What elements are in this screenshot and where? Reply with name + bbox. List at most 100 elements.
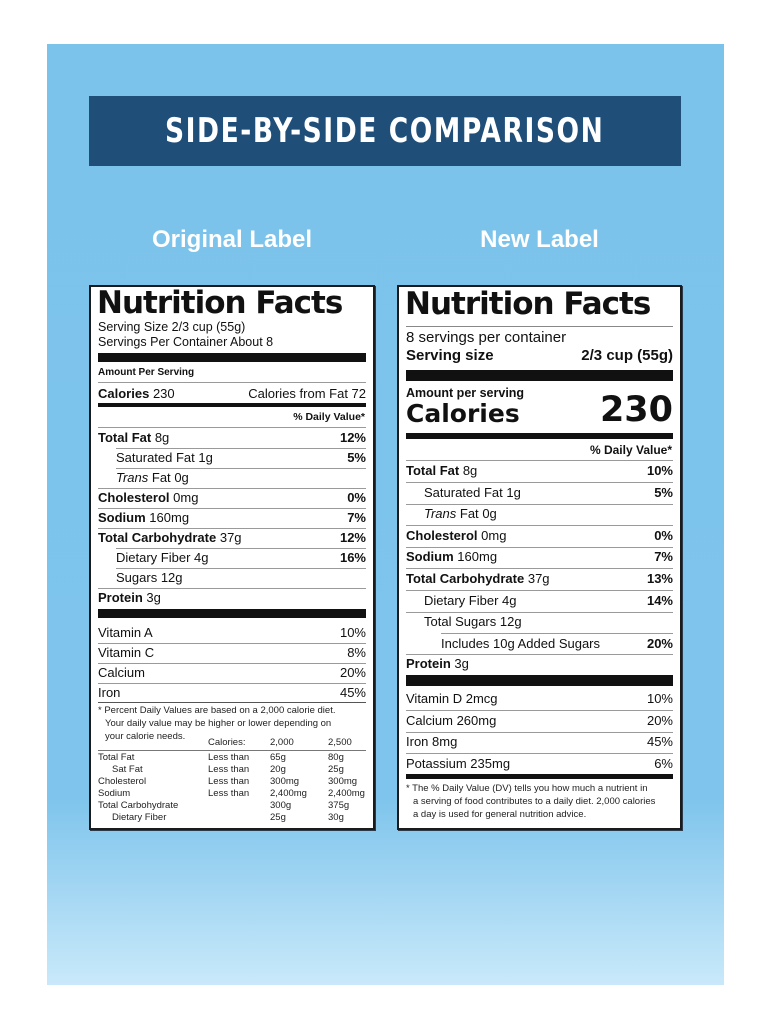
original-label-heading: Original Label — [151, 226, 313, 253]
nutrition-facts-title: Nutrition Facts — [405, 286, 651, 322]
nutrient-row-total-carbohydrate: Total Carbohydrate 37g 13% — [406, 571, 673, 586]
nutrient-row-total-fat: Total Fat 8g 10% — [406, 463, 673, 478]
new-label-heading: New Label — [480, 226, 599, 253]
dv-table-row: Total Carbohydrate 300g 375g — [98, 800, 350, 811]
amount-per-serving: Amount Per Serving — [98, 367, 195, 378]
calories-value: 230 — [599, 390, 673, 430]
divider — [406, 710, 673, 711]
nutrient-row-protein: Protein 3g — [98, 590, 161, 605]
divider — [406, 590, 673, 591]
vitamin-row: Vitamin D 2mcg 10% — [406, 691, 673, 706]
nutrient-row-saturated-fat: Saturated Fat 1g 5% — [116, 450, 366, 465]
divider — [406, 547, 673, 548]
nutrient-row-total-sugars: Total Sugars 12g — [424, 614, 522, 629]
divider — [98, 702, 366, 703]
divider — [116, 448, 366, 449]
medium-divider — [98, 403, 366, 407]
divider — [441, 633, 673, 634]
medium-divider — [406, 774, 673, 779]
thick-divider — [98, 353, 366, 362]
vitamin-row: Potassium 235mg 6% — [406, 756, 673, 771]
original-nutrition-label: Nutrition Facts Serving Size 2/3 cup (55… — [89, 285, 375, 830]
nutrient-row-protein: Protein 3g — [406, 656, 469, 671]
vitamin-row: Iron 8mg 45% — [406, 734, 673, 749]
vitamin-row: Vitamin A 10% — [98, 625, 366, 640]
vitamin-row: Vitamin C 8% — [98, 645, 366, 660]
divider — [406, 753, 673, 754]
nutrient-row-sugars: Sugars 12g — [116, 570, 183, 585]
calories-label: Calories — [98, 386, 150, 401]
dv-table-header: Calories: 2,000 2,500 — [208, 737, 352, 748]
thick-divider — [406, 370, 673, 381]
footnote-line-2: Your daily value may be higher or lower … — [105, 718, 332, 729]
nutrient-row-dietary-fiber: Dietary Fiber 4g 14% — [424, 593, 673, 608]
dv-table-row: Sodium Less than 2,400mg 2,400mg — [98, 788, 365, 799]
divider — [406, 612, 673, 613]
nutrient-row-added-sugars: Includes 10g Added Sugars 20% — [441, 636, 673, 651]
amount-per-serving: Amount per serving — [406, 386, 525, 400]
divider — [98, 683, 366, 684]
nutrient-row-sodium: Sodium 160mg 7% — [406, 549, 673, 564]
daily-value-header: % Daily Value* — [293, 411, 365, 423]
divider — [406, 504, 673, 505]
daily-value-reference-rows: Total Fat Less than 65g 80g Sat Fat Less… — [98, 752, 378, 824]
divider — [116, 568, 366, 569]
title-banner: SIDE-BY-SIDE COMPARISON — [89, 96, 681, 166]
nutrient-row-saturated-fat: Saturated Fat 1g 5% — [424, 485, 673, 500]
dv-table-row: Sat Fat Less than 20g 25g — [112, 764, 344, 775]
page-title: SIDE-BY-SIDE COMPARISON — [165, 111, 605, 151]
footnote-line-3: a day is used for general nutrition advi… — [413, 809, 587, 820]
divider — [98, 643, 366, 644]
divider — [406, 568, 673, 569]
footnote-line-1: * Percent Daily Values are based on a 2,… — [98, 705, 336, 716]
footnote-line-1: * The % Daily Value (DV) tells you how m… — [406, 783, 648, 794]
nutrient-row-sodium: Sodium 160mg 7% — [98, 510, 366, 525]
dv-table-row: Total Fat Less than 65g 80g — [98, 752, 344, 763]
dv-table-row: Cholesterol Less than 300mg 300mg — [98, 776, 358, 787]
vitamin-row: Iron 45% — [98, 685, 366, 700]
divider — [98, 488, 366, 489]
vitamin-row: Calcium 20% — [98, 665, 366, 680]
divider — [406, 654, 673, 655]
nutrition-facts-title: Nutrition Facts — [97, 285, 343, 321]
divider — [98, 508, 366, 509]
nutrient-row-dietary-fiber: Dietary Fiber 4g 16% — [116, 550, 366, 565]
dv-table-row: Dietary Fiber 25g 30g — [112, 812, 344, 823]
nutrient-row-total-fat: Total Fat 8g 12% — [98, 430, 366, 445]
servings-per-container: 8 servings per container — [406, 329, 567, 346]
divider — [116, 468, 366, 469]
daily-value-reference-table: Calories: 2,000 2,500 — [98, 737, 378, 749]
daily-value-header: % Daily Value* — [589, 443, 672, 457]
serving-size-value: 2/3 cup (55g) — [581, 347, 673, 364]
nutrient-row-trans-fat: Trans Fat 0g — [116, 470, 189, 485]
servings-per-container: Servings Per Container About 8 — [98, 335, 274, 349]
footnote-line-2: a serving of food contributes to a daily… — [413, 796, 656, 807]
serving-size-label: Serving size — [406, 347, 494, 364]
footnote-line-3: your calorie needs. — [105, 731, 186, 742]
divider — [98, 588, 366, 589]
medium-divider — [406, 433, 673, 439]
divider — [406, 326, 673, 327]
calories-label: Calories — [406, 399, 520, 428]
calories-from-fat: Calories from Fat 72 — [248, 386, 366, 401]
thick-divider — [98, 609, 366, 618]
divider — [98, 528, 366, 529]
vitamin-row: Calcium 260mg 20% — [406, 713, 673, 728]
nutrient-row-total-carbohydrate: Total Carbohydrate 37g 12% — [98, 530, 366, 545]
nutrient-row-trans-fat: Trans Fat 0g — [424, 506, 497, 521]
divider — [406, 482, 673, 483]
new-nutrition-label: Nutrition Facts 8 servings per container… — [397, 285, 682, 830]
divider — [98, 663, 366, 664]
calories-value: 230 — [152, 386, 175, 401]
divider — [406, 732, 673, 733]
divider — [116, 548, 366, 549]
divider — [98, 427, 366, 428]
calories-row: Calories 230 Calories from Fat 72 — [98, 386, 366, 401]
divider — [98, 750, 366, 751]
serving-size: Serving Size 2/3 cup (55g) — [98, 320, 246, 334]
nutrient-row-cholesterol: Cholesterol 0mg 0% — [98, 490, 366, 505]
divider — [98, 382, 366, 383]
divider — [406, 525, 673, 526]
serving-size-row: Serving size 2/3 cup (55g) — [406, 347, 673, 364]
thick-divider — [406, 675, 673, 686]
